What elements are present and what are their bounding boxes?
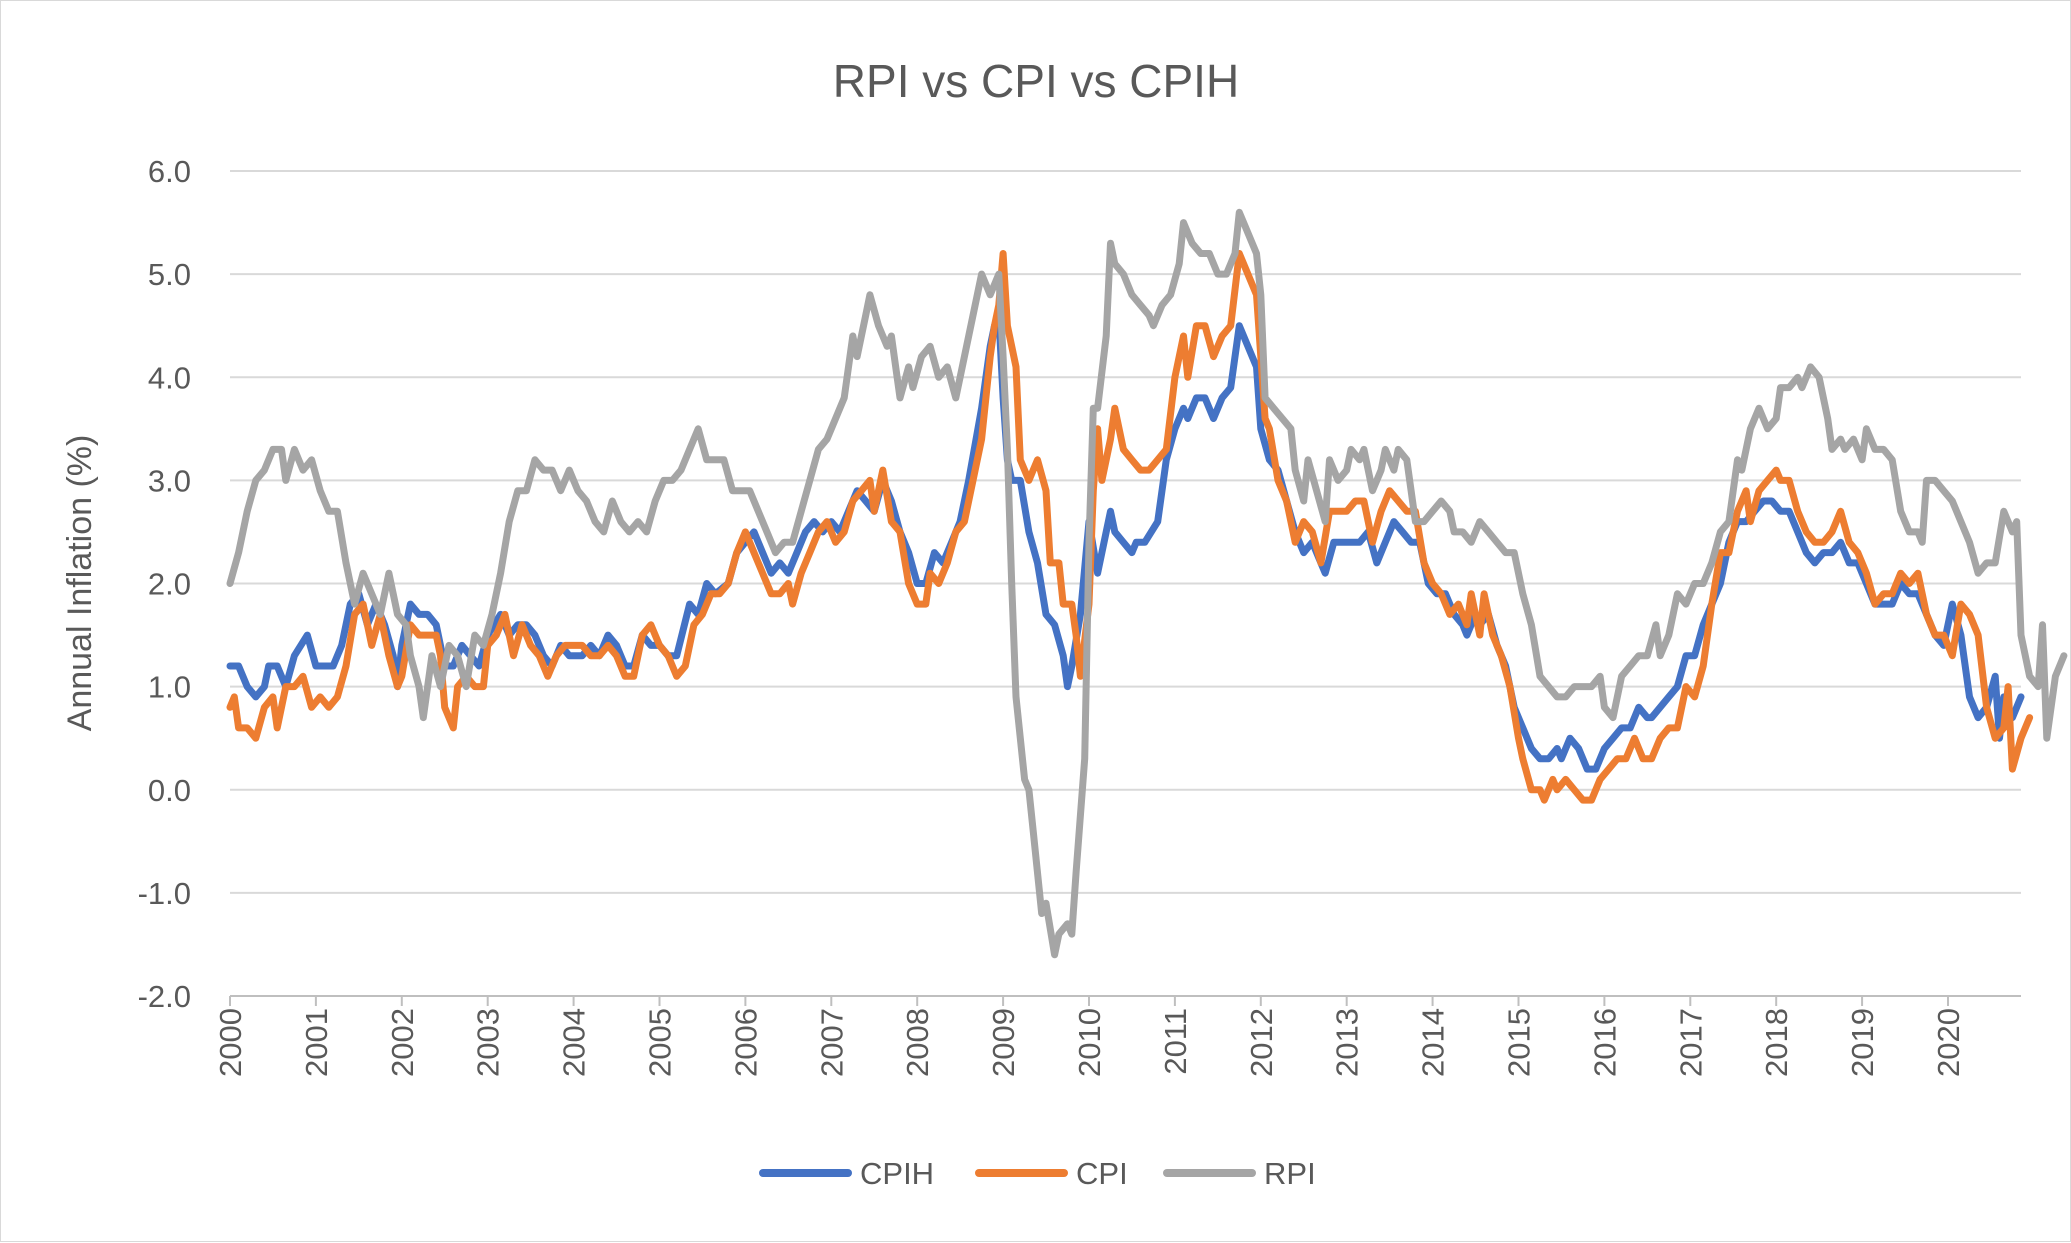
legend-label-cpih: CPIH — [860, 1156, 934, 1191]
y-axis-ticks: 6.0 5.0 4.0 3.0 2.0 1.0 0.0 -1.0 -2.0 — [138, 154, 191, 1014]
x-tick-label: 2004 — [557, 1008, 592, 1077]
x-tick-label: 2003 — [471, 1008, 506, 1077]
y-tick-label: 2.0 — [148, 567, 191, 602]
x-axis-ticks: 2000 2001 2002 2003 2004 2005 2006 2007 2008 2009… — [213, 996, 1966, 1077]
x-tick-label: 2018 — [1759, 1008, 1794, 1077]
y-tick-label: 3.0 — [148, 463, 191, 498]
series-line-cpi — [226, 250, 2034, 804]
x-tick-label: 2016 — [1587, 1008, 1622, 1077]
x-tick-label: 2000 — [213, 1008, 248, 1077]
x-tick-label: 2005 — [642, 1008, 677, 1077]
y-axis-title: Annual Inflation (%) — [61, 435, 99, 732]
x-tick-label: 2019 — [1845, 1008, 1880, 1077]
y-tick-label: 4.0 — [148, 360, 191, 395]
x-tick-label: 2006 — [728, 1008, 763, 1077]
x-tick-label: 2013 — [1330, 1008, 1365, 1077]
x-tick-label: 2015 — [1501, 1008, 1536, 1077]
x-tick-label: 2001 — [299, 1008, 334, 1077]
x-tick-label: 2011 — [1158, 1008, 1193, 1075]
y-tick-label: 5.0 — [148, 257, 191, 292]
y-tick-label: -2.0 — [138, 979, 191, 1014]
x-tick-label: 2017 — [1673, 1008, 1708, 1077]
y-tick-label: 0.0 — [148, 773, 191, 808]
y-tick-label: 1.0 — [148, 670, 191, 705]
x-tick-label: 2010 — [1072, 1008, 1107, 1077]
y-tick-label: -1.0 — [138, 876, 191, 911]
legend-label-cpi: CPI — [1076, 1156, 1128, 1191]
legend: CPIH CPI RPI — [759, 1156, 1316, 1191]
y-tick-label: 6.0 — [148, 154, 191, 189]
x-tick-label: 2020 — [1931, 1008, 1966, 1077]
x-tick-label: 2002 — [385, 1008, 420, 1077]
x-tick-label: 2009 — [986, 1008, 1021, 1077]
x-tick-label: 2014 — [1416, 1008, 1451, 1077]
series-lines — [226, 208, 2068, 959]
x-tick-label: 2007 — [814, 1008, 849, 1077]
x-tick-label: 2012 — [1244, 1008, 1279, 1077]
chart-title: RPI vs CPI vs CPIH — [833, 55, 1239, 107]
x-tick-label: 2008 — [900, 1008, 935, 1077]
series-line-cpih — [226, 311, 2025, 773]
legend-label-rpi: RPI — [1264, 1156, 1316, 1191]
series-line-rpi — [226, 208, 2068, 959]
